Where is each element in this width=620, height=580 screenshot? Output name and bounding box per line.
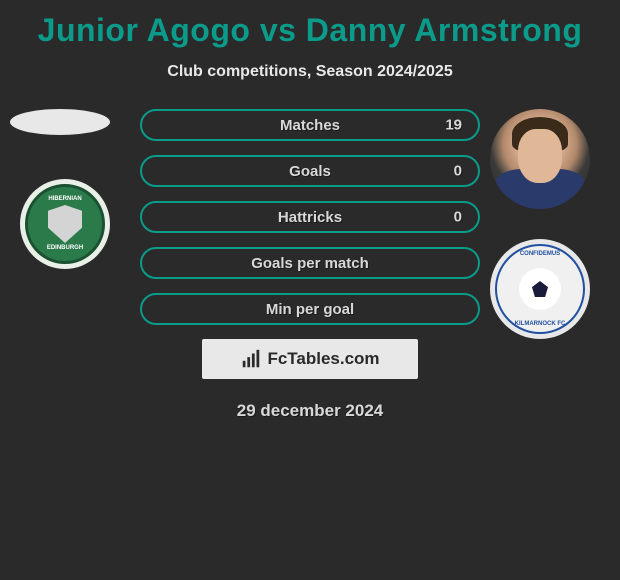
club-left-top-text: HIBERNIAN	[48, 196, 81, 203]
player-photo-right	[490, 109, 590, 209]
stat-label: Min per goal	[266, 301, 354, 318]
stat-value-right: 0	[454, 209, 462, 226]
content-area: HIBERNIAN EDINBURGH CONFIDEMUS KILMARNOC…	[0, 109, 620, 421]
stat-row-matches: Matches 19	[140, 109, 480, 141]
stat-label: Matches	[280, 117, 340, 134]
club-right-bottom-text: KILMARNOCK FC	[515, 321, 566, 327]
stat-row-gpm: Goals per match	[140, 247, 480, 279]
watermark-text: FcTables.com	[267, 349, 379, 369]
player-placeholder-left	[10, 109, 110, 135]
stat-value-right: 0	[454, 163, 462, 180]
stat-label: Hattricks	[278, 209, 342, 226]
club-badge-right-ring: CONFIDEMUS KILMARNOCK FC	[495, 244, 585, 334]
stat-label: Goals	[289, 163, 331, 180]
club-right-ball-icon	[519, 268, 561, 310]
page-subtitle: Club competitions, Season 2024/2025	[0, 63, 620, 81]
club-badge-left-ring: HIBERNIAN EDINBURGH	[25, 184, 105, 264]
page-title: Junior Agogo vs Danny Armstrong	[0, 0, 620, 49]
stat-row-hattricks: Hattricks 0	[140, 201, 480, 233]
bar-chart-icon	[240, 348, 262, 370]
watermark-badge: FcTables.com	[202, 339, 418, 379]
club-badge-right: CONFIDEMUS KILMARNOCK FC	[490, 239, 590, 339]
club-right-top-text: CONFIDEMUS	[520, 251, 560, 257]
stat-label: Goals per match	[251, 255, 369, 272]
stat-row-goals: Goals 0	[140, 155, 480, 187]
club-badge-left: HIBERNIAN EDINBURGH	[20, 179, 110, 269]
stat-value-right: 19	[445, 117, 462, 134]
stat-row-mpg: Min per goal	[140, 293, 480, 325]
date-label: 29 december 2024	[0, 401, 620, 421]
club-left-shield-icon	[48, 205, 82, 243]
player-face	[518, 129, 562, 183]
club-left-bottom-text: EDINBURGH	[47, 245, 83, 252]
